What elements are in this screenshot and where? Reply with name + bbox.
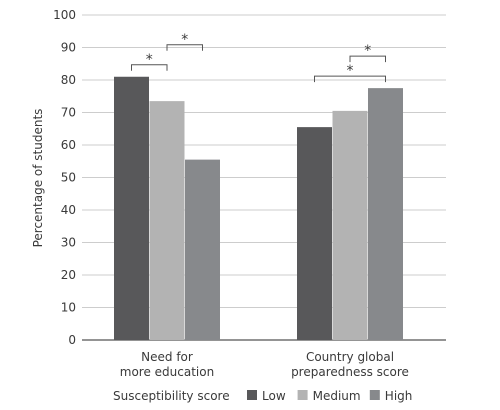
y-tick-label: 10 [61,301,76,315]
significance-layer: * * * * [131,32,386,83]
x-category-label: preparedness score [291,365,409,379]
x-category-label: more education [120,365,214,379]
legend-label: High [385,389,413,403]
legend-swatch [369,390,380,400]
y-tick-label: 70 [61,106,76,120]
bar-high [368,88,403,340]
y-tick-label: 90 [61,41,76,55]
x-category-label: Country global [306,350,394,364]
bar-layer [114,76,403,340]
significance-marker: * [146,52,153,68]
legend: Susceptibility score Low Medium High [113,389,412,403]
bar-low [297,127,332,340]
legend-label: Low [262,389,286,403]
y-tick-label: 100 [53,8,76,22]
bar-medium [149,101,185,340]
x-category-label: Need for [141,350,193,364]
legend-label: Medium [313,389,361,403]
y-tick-label: 0 [68,333,76,347]
y-axis-title: Percentage of students [31,109,45,248]
y-tick-label: 80 [61,73,76,87]
significance-marker: * [347,63,354,79]
significance-bracket [314,75,386,83]
significance-bracket [131,64,168,71]
y-tick-label: 30 [61,236,76,250]
bar-medium [332,110,368,340]
legend-title: Susceptibility score [113,389,230,403]
bar-low [114,76,149,340]
significance-bracket [349,55,386,63]
legend-swatch [297,390,308,400]
significance-bracket [166,44,203,51]
significance-marker: * [181,32,188,48]
y-tick-label: 50 [61,171,76,185]
significance-marker: * [364,43,371,59]
y-tick-label: 40 [61,203,76,217]
y-tick-label: 60 [61,138,76,152]
y-tick-label: 20 [61,268,76,282]
legend-swatch [247,390,257,400]
bar-high [185,159,220,340]
